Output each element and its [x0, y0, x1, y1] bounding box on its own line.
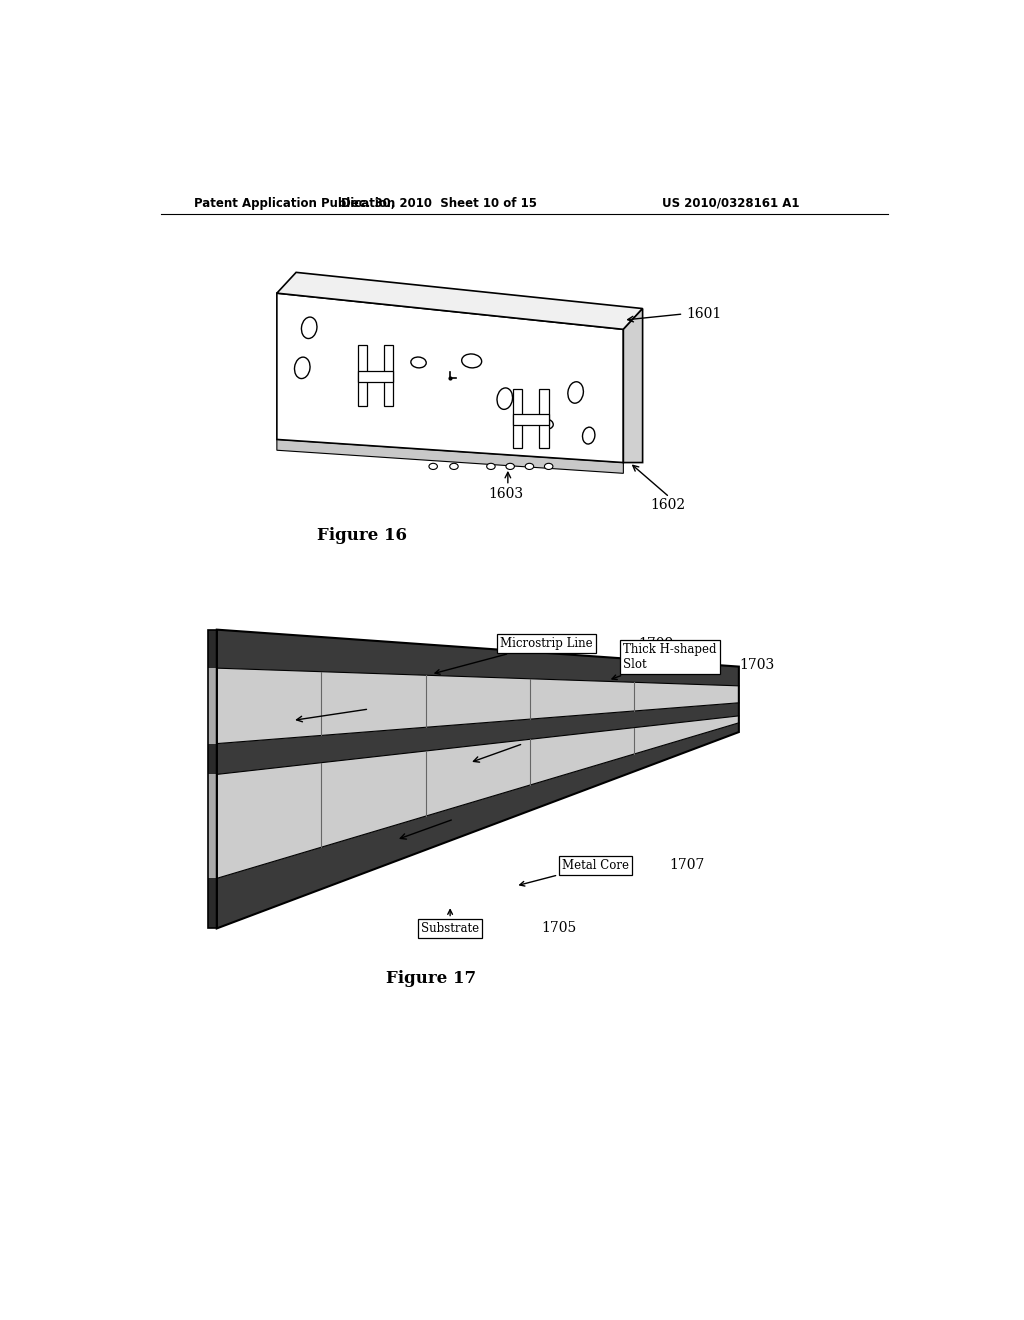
- FancyBboxPatch shape: [513, 389, 522, 447]
- Text: Patent Application Publication: Patent Application Publication: [194, 197, 395, 210]
- Text: 1703: 1703: [739, 659, 774, 672]
- Ellipse shape: [486, 463, 496, 470]
- Ellipse shape: [545, 463, 553, 470]
- Text: US 2010/0328161 A1: US 2010/0328161 A1: [662, 197, 800, 210]
- Text: 1705: 1705: [541, 921, 577, 936]
- Text: 1709: 1709: [639, 636, 674, 651]
- Polygon shape: [208, 630, 217, 668]
- Text: Substrate: Substrate: [421, 909, 479, 935]
- Text: Dec. 30, 2010  Sheet 10 of 15: Dec. 30, 2010 Sheet 10 of 15: [341, 197, 537, 210]
- Polygon shape: [208, 878, 217, 928]
- Polygon shape: [208, 743, 217, 775]
- Ellipse shape: [497, 388, 513, 409]
- Ellipse shape: [429, 463, 437, 470]
- Polygon shape: [217, 630, 739, 686]
- Text: 1602: 1602: [650, 498, 686, 512]
- Ellipse shape: [295, 358, 310, 379]
- Ellipse shape: [583, 428, 595, 444]
- Text: Metal Core: Metal Core: [520, 859, 629, 886]
- Ellipse shape: [450, 463, 458, 470]
- FancyBboxPatch shape: [513, 414, 549, 425]
- Ellipse shape: [525, 463, 534, 470]
- Ellipse shape: [462, 354, 481, 368]
- Polygon shape: [217, 723, 739, 928]
- Polygon shape: [276, 440, 624, 474]
- Polygon shape: [276, 293, 624, 462]
- Text: Figure 17: Figure 17: [386, 970, 476, 987]
- Ellipse shape: [301, 317, 317, 338]
- Polygon shape: [217, 715, 739, 878]
- Ellipse shape: [506, 463, 514, 470]
- Text: 1603: 1603: [488, 487, 523, 502]
- FancyBboxPatch shape: [540, 389, 549, 447]
- Ellipse shape: [540, 418, 553, 429]
- Polygon shape: [276, 272, 643, 330]
- Text: 1707: 1707: [670, 858, 705, 873]
- Text: 1601: 1601: [686, 308, 722, 321]
- Ellipse shape: [568, 381, 584, 403]
- FancyBboxPatch shape: [357, 345, 367, 407]
- Ellipse shape: [411, 356, 426, 368]
- Polygon shape: [624, 309, 643, 462]
- Text: Thick H-shaped
Slot: Thick H-shaped Slot: [612, 643, 717, 680]
- Polygon shape: [208, 775, 217, 878]
- Polygon shape: [208, 668, 217, 743]
- Polygon shape: [217, 702, 739, 775]
- FancyBboxPatch shape: [384, 345, 393, 407]
- Polygon shape: [217, 668, 739, 743]
- FancyBboxPatch shape: [357, 371, 393, 381]
- Text: Figure 16: Figure 16: [316, 527, 407, 544]
- Text: Microstrip Line: Microstrip Line: [435, 638, 593, 675]
